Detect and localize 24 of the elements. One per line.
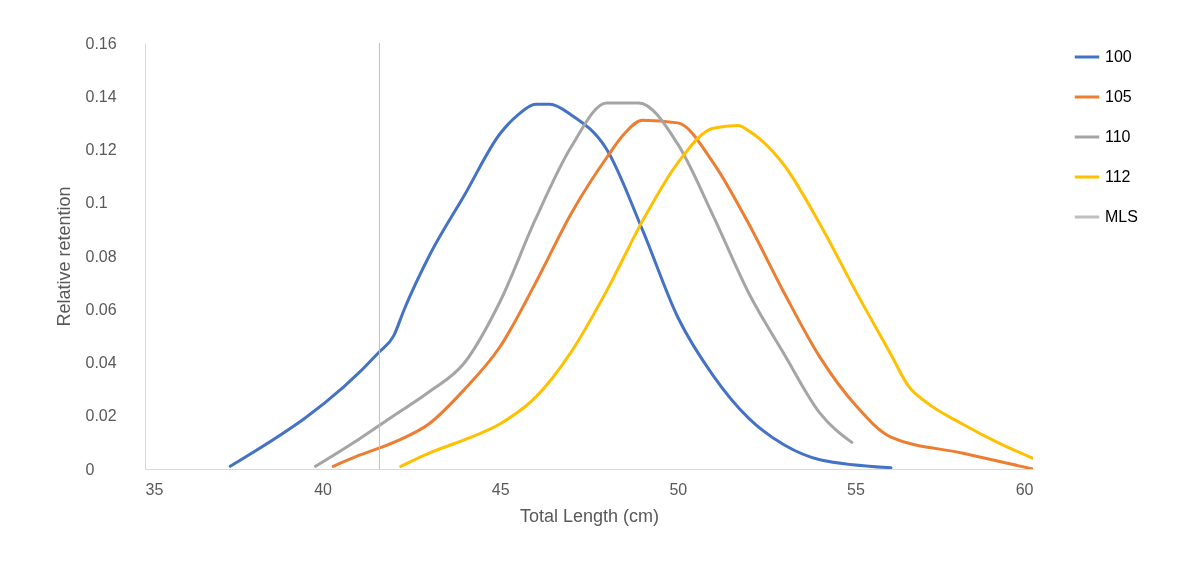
y-tick-label: 0.14 <box>85 87 117 105</box>
x-tick-label: 60 <box>1015 480 1034 498</box>
y-tick-label: 0.16 <box>85 34 117 52</box>
legend-label: 110 <box>1105 128 1131 145</box>
y-tick-label: 0.02 <box>85 407 117 425</box>
x-tick-label: 45 <box>491 480 510 498</box>
legend-label: MLS <box>1105 208 1138 225</box>
x-tick-label: 40 <box>314 480 333 498</box>
legend-label: 112 <box>1105 168 1131 185</box>
y-tick-label: 0.1 <box>85 194 108 212</box>
legend-label: 100 <box>1105 48 1132 65</box>
y-tick-label: 0.04 <box>85 354 117 371</box>
legend-label: 105 <box>1105 88 1132 105</box>
y-tick-label: 0 <box>85 460 95 478</box>
x-tick-label: 50 <box>669 480 688 498</box>
x-tick-label: 55 <box>847 480 865 498</box>
x-axis-title: Total Length (cm) <box>519 505 660 526</box>
y-axis-title: Relative retention <box>53 186 74 327</box>
x-tick-label: 35 <box>145 480 164 498</box>
y-tick-label: 0.08 <box>85 247 117 265</box>
y-tick-label: 0.06 <box>85 300 117 318</box>
line-series <box>228 102 893 469</box>
line-series <box>314 101 854 468</box>
y-tick-label: 0.12 <box>85 141 117 158</box>
